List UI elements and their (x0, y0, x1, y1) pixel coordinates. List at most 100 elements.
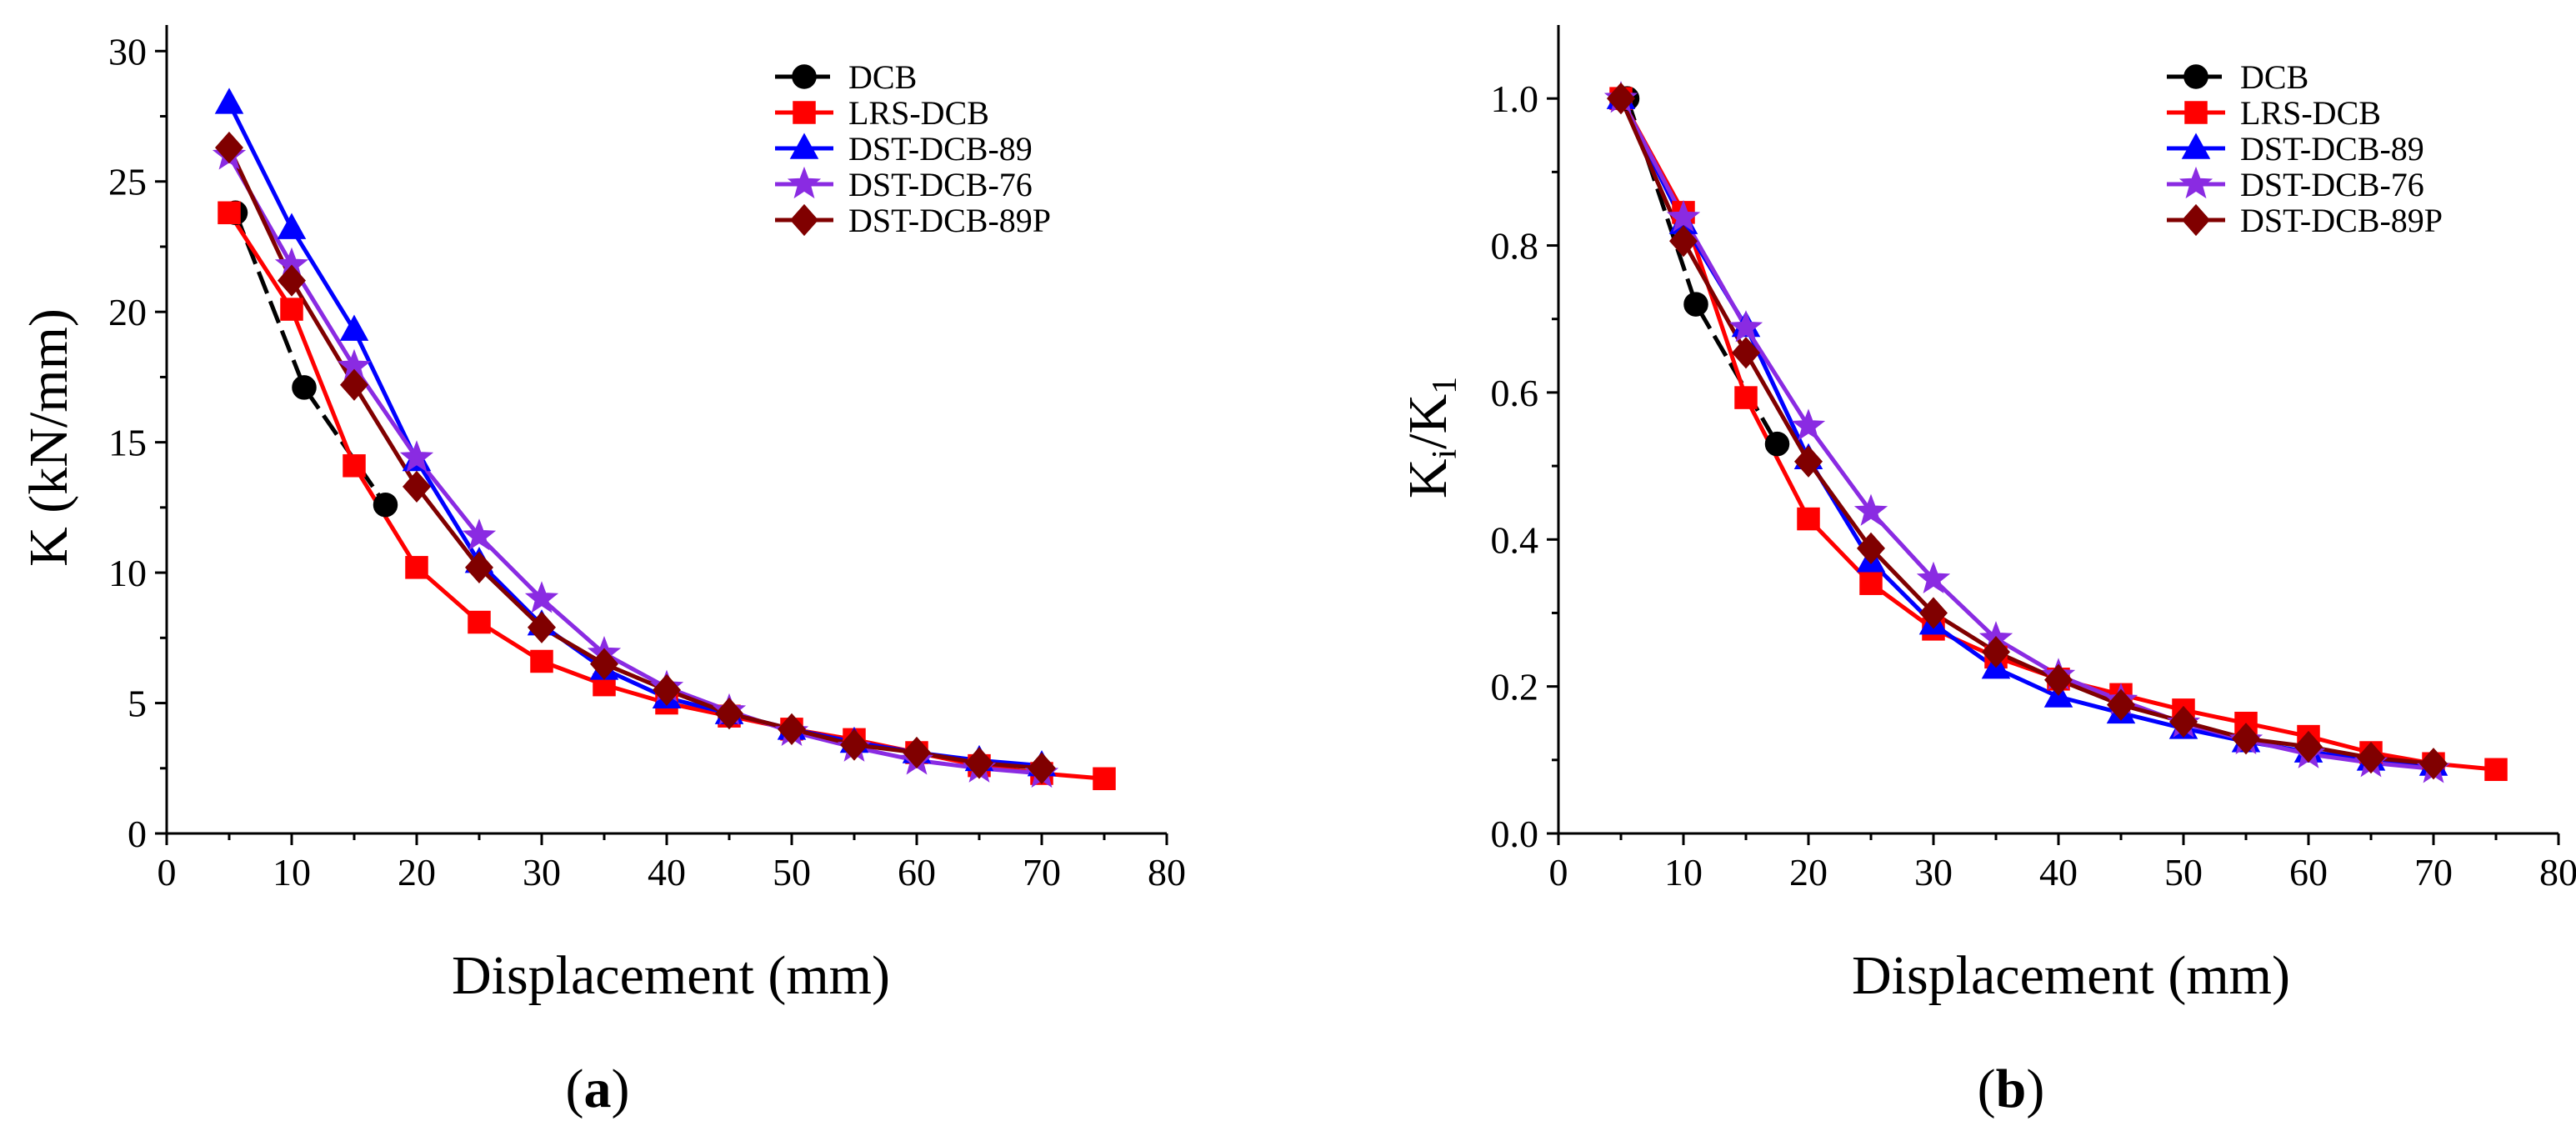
panel-b-legend-item-dst-dcb-89: DST-DCB-89 (2167, 130, 2424, 168)
panel-b-x-tick-label: 70 (2414, 851, 2453, 893)
panel-b-legend-marker-dcb (2183, 64, 2208, 89)
panel-a-x-axis-title: Displacement (mm) (452, 945, 890, 1006)
panel-a-caption: (a) (566, 1058, 630, 1119)
panel-b-x-tick-label: 30 (1914, 851, 1953, 893)
panel-b-legend-item-dst-dcb-76: DST-DCB-76 (2167, 166, 2424, 203)
panel-b-series (1603, 81, 2508, 783)
panel-b-legend-marker-lrs-dcb (2184, 101, 2208, 124)
panel-a-y-tick-label: 25 (108, 161, 147, 203)
panel-b-point-dst-dcb-89p (2356, 742, 2386, 774)
panel-a-legend-marker-lrs-dcb (793, 101, 816, 124)
panel-b-point-dst-dcb-89p (1918, 597, 1948, 629)
panel-b-point-dst-dcb-89p (1668, 225, 1698, 258)
panel-b-x-tick-label: 10 (1664, 851, 1703, 893)
panel-a-point-dst-dcb-76 (462, 518, 497, 551)
panel-a-point-dst-dcb-89p (402, 470, 432, 503)
panel-b-legend-label: DCB (2240, 58, 2308, 96)
panel-b-x-tick-label: 20 (1789, 851, 1828, 893)
panel-b-point-lrs-dcb (1859, 572, 1883, 595)
panel-b-point-lrs-dcb (2484, 758, 2508, 782)
panel-a-y-tick-label: 10 (108, 552, 147, 594)
panel-a-point-dst-dcb-89 (339, 314, 369, 341)
panel-a-point-dst-dcb-89 (277, 213, 307, 239)
panel-b-legend-item-lrs-dcb: LRS-DCB (2167, 94, 2381, 132)
panel-a-y-tick-label: 30 (108, 30, 147, 73)
panel-a-x-tick-label: 10 (273, 851, 311, 893)
panel-a-x-tick-label: 0 (158, 851, 177, 893)
panel-b-point-dst-dcb-89p (1793, 445, 1823, 478)
panel-a-legend-item-dst-dcb-89: DST-DCB-89 (775, 130, 1033, 168)
panel-a-caption-letter: a (584, 1058, 612, 1119)
panel-a-point-dst-dcb-89p (464, 551, 494, 583)
panel-b-legend-marker-dst-dcb-76 (2178, 166, 2213, 199)
panel-a-axes: 0 10 20 30 40 50 60 70 80 0 5 10 15 20 25 30 (108, 25, 1186, 893)
panel-a-legend-item-dst-dcb-76: DST-DCB-76 (775, 166, 1033, 203)
panel-a-x-tick-label: 20 (398, 851, 436, 893)
panel-b-legend-label: LRS-DCB (2240, 94, 2381, 132)
panel-b-x-tick-label: 40 (2039, 851, 2078, 893)
panel-a: 0 10 20 30 40 50 60 70 80 0 5 10 15 20 25 30 DCBLRS-DCB… (18, 25, 1186, 1119)
panel-a-y-tick-label: 0 (128, 813, 147, 855)
panel-a-point-dst-dcb-89p (777, 713, 807, 745)
panel-a-legend-label: LRS-DCB (848, 94, 989, 132)
panel-b-legend: DCBLRS-DCBDST-DCB-89DST-DCB-76DST-DCB-89… (2167, 58, 2443, 239)
panel-b-x-tick-label: 50 (2164, 851, 2203, 893)
panel-a-point-dst-dcb-89p (902, 736, 932, 769)
panel-b-point-dst-dcb-89p (1856, 532, 1886, 564)
panel-a-x-tick-label: 80 (1148, 851, 1186, 893)
panel-b-point-lrs-dcb (1797, 507, 1820, 531)
panel-a-y-tick-label: 15 (108, 422, 147, 464)
panel-a-point-lrs-dcb (1093, 767, 1116, 791)
panel-b-point-dst-dcb-89p (1981, 636, 2011, 668)
panel-b: 0 10 20 30 40 50 60 70 80 0.0 0.2 0.4 0.6 0.8 1.0 DCBL… (1398, 25, 2576, 1119)
panel-b-point-dcb (1764, 431, 1790, 457)
panel-b-point-dst-dcb-76 (1791, 408, 1826, 441)
panel-a-legend-label: DST-DCB-89P (848, 202, 1051, 239)
panel-b-y-tick-label: 0.6 (1491, 372, 1539, 414)
panel-b-point-dst-dcb-89p (2168, 705, 2198, 738)
y-title-k: K (1398, 459, 1458, 499)
panel-b-point-dst-dcb-89p (1731, 337, 1761, 369)
panel-b-legend-item-dst-dcb-89p: DST-DCB-89P (2167, 202, 2443, 239)
panel-a-y-tick-label: 20 (108, 291, 147, 333)
panel-b-x-tick-label: 80 (2539, 851, 2576, 893)
panel-b-y-tick-label: 0.4 (1491, 518, 1539, 561)
panel-a-x-tick-label: 60 (898, 851, 936, 893)
panel-b-point-dst-dcb-89p (2106, 688, 2136, 721)
panel-b-legend-label: DST-DCB-89 (2240, 130, 2424, 168)
panel-b-y-tick-label: 0.2 (1491, 666, 1539, 708)
panel-b-point-dst-dcb-89p (1606, 83, 1636, 115)
panel-a-legend-marker-dcb (792, 64, 817, 89)
panel-a-x-tick-label: 50 (773, 851, 811, 893)
panel-a-point-lrs-dcb (405, 556, 428, 579)
panel-a-point-dst-dcb-76 (399, 440, 434, 473)
panel-a-point-dst-dcb-89p (839, 728, 869, 761)
panel-a-series (212, 88, 1116, 791)
panel-b-point-dcb (1683, 292, 1708, 317)
panel-a-point-dst-dcb-89p (339, 368, 369, 401)
panel-a-point-dst-dcb-76 (524, 581, 559, 613)
panel-a-point-dst-dcb-89p (1027, 752, 1057, 784)
panel-b-y-tick-label: 1.0 (1491, 78, 1539, 120)
panel-a-x-tick-label: 30 (523, 851, 561, 893)
panel-b-point-dst-dcb-89p (2418, 748, 2448, 780)
panel-a-point-lrs-dcb (280, 298, 303, 321)
panel-a-legend-label: DCB (848, 58, 917, 96)
panel-a-point-dcb (373, 492, 398, 518)
panel-b-caption-letter: b (1996, 1058, 2027, 1119)
panel-a-point-dst-dcb-89p (527, 611, 557, 643)
panel-b-legend-item-dcb: DCB (2167, 58, 2308, 96)
panel-b-legend-marker-dst-dcb-89 (2181, 133, 2211, 159)
panel-a-point-dst-dcb-89p (652, 673, 682, 707)
panel-a-legend-item-dcb: DCB (775, 58, 917, 96)
panel-a-point-dcb (292, 375, 317, 400)
panel-a-legend-item-lrs-dcb: LRS-DCB (775, 94, 989, 132)
panel-a-legend-item-dst-dcb-89p: DST-DCB-89P (775, 202, 1051, 239)
panel-b-point-dst-dcb-89p (2043, 663, 2073, 696)
panel-a-point-dst-dcb-89p (964, 747, 994, 779)
panel-a-legend-label: DST-DCB-89 (848, 130, 1033, 168)
panel-b-y-tick-label: 0.8 (1491, 225, 1539, 268)
panel-a-point-dst-dcb-89p (214, 131, 244, 164)
panel-b-point-dst-dcb-89p (2293, 730, 2323, 763)
panel-b-y-axis-title: Ki/K1 (1398, 377, 1464, 498)
